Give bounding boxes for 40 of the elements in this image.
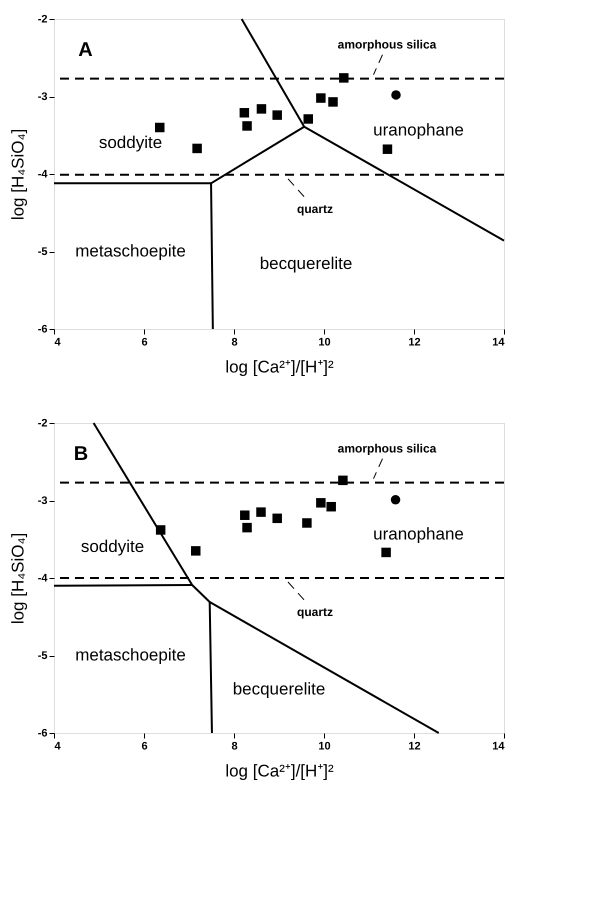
x-tick-label: 4 (54, 336, 62, 348)
x-tick-label: 4 (54, 740, 62, 752)
x-tick-label: 12 (408, 740, 421, 752)
x-axis-title: log [Ca²⁺]/[H⁺]² (225, 762, 334, 780)
y-axis-title: log [H₄SiO₄] (8, 532, 28, 624)
y-tick-label: -3 (38, 495, 48, 507)
ref-line-label: amorphous silica (338, 38, 437, 52)
legend-label: quartz (297, 605, 333, 619)
x-axis-title: log [Ca²⁺]/[H⁺]² (225, 358, 334, 376)
x-tick-label: 12 (408, 336, 421, 348)
y-tick-label: -3 (38, 91, 48, 103)
legend-label: quartz (297, 202, 333, 216)
y-tick-label: -5 (38, 246, 48, 258)
y-tick-label: -4 (38, 168, 48, 180)
annotation: uranophane (373, 524, 464, 544)
annotation: A (78, 39, 93, 61)
x-tick-label: 10 (318, 336, 331, 348)
y-tick-label: -6 (38, 728, 48, 740)
ref-line-label: amorphous silica (338, 442, 437, 456)
y-axis-title: log [H₄SiO₄] (8, 128, 28, 220)
y-tick-label: -4 (38, 572, 48, 584)
y-tick-label: -5 (38, 650, 48, 662)
x-tick-label: 10 (318, 740, 331, 752)
x-tick-label: 14 (492, 740, 506, 752)
annotation: becquerelite (232, 680, 326, 699)
y-tick-label: -2 (38, 418, 48, 430)
annotation: metaschoepite (75, 242, 186, 260)
x-tick-label: 8 (231, 336, 238, 348)
annotation: becquerelite (260, 254, 352, 273)
annotation: soddyite (98, 133, 162, 152)
annotation: B (74, 443, 88, 465)
x-tick-label: 8 (231, 740, 238, 752)
annotation: uranophane (373, 120, 464, 140)
x-tick-label: 6 (141, 740, 148, 752)
y-tick-label: -6 (38, 324, 48, 336)
annotation: metaschoepite (75, 646, 186, 664)
annotation: soddyite (80, 537, 144, 556)
x-tick-label: 14 (492, 336, 506, 348)
y-tick-label: -2 (38, 14, 48, 26)
x-tick-label: 6 (141, 336, 148, 348)
